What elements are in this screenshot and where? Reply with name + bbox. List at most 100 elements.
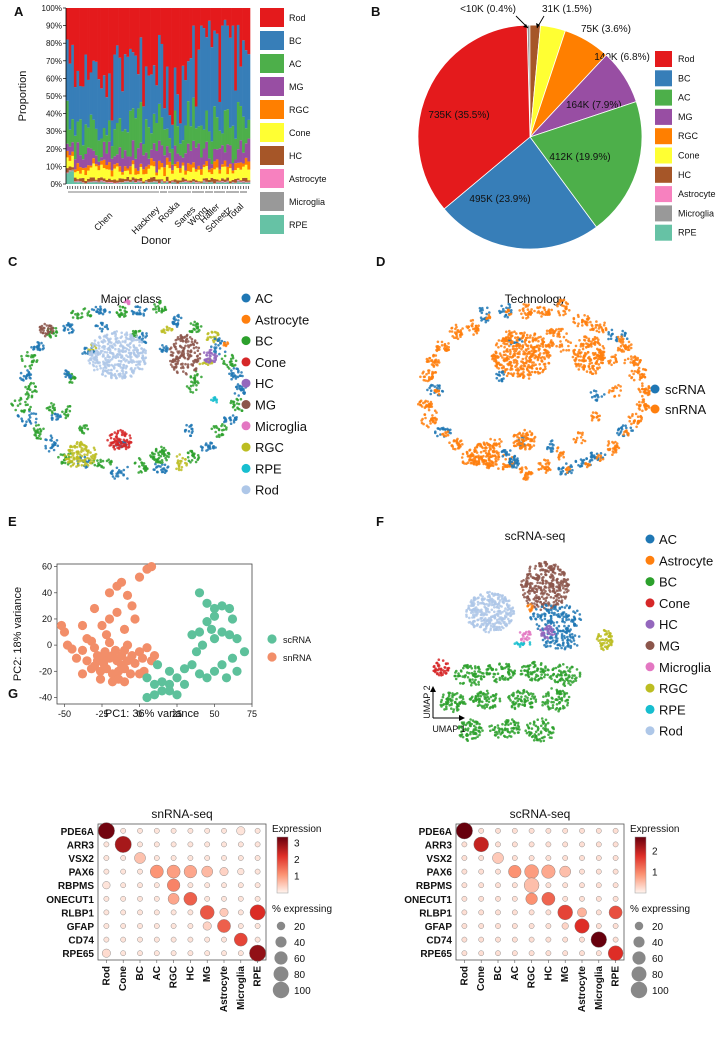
bar-segment-hc [160, 179, 164, 181]
bar-segment-mg [226, 144, 230, 167]
umap-cluster-point [154, 305, 157, 309]
scatter-point-scrna [232, 634, 242, 644]
legend-label: Astrocyte [255, 312, 309, 327]
umap-point [588, 359, 592, 363]
bar-segment-rod [100, 8, 104, 89]
umap-point [547, 361, 550, 365]
umap-point [614, 338, 618, 342]
umap-cluster-rpe [215, 400, 218, 404]
scatter-point-scrna [142, 673, 152, 683]
bar-segment-mg [155, 150, 159, 173]
bar-segment-rgc [139, 163, 143, 167]
umap-cluster-point [123, 309, 127, 313]
bar-segment-rgc [202, 164, 206, 168]
scatter-point-snrna [146, 562, 157, 572]
bar-segment-astrocyte [136, 180, 140, 182]
umap-cluster-point [218, 347, 222, 350]
umap-cluster-mg [195, 346, 198, 349]
bar-segment-mg [171, 164, 175, 171]
umap-cluster-rod [133, 360, 136, 364]
bar-segment-bc [136, 74, 140, 109]
bar-segment-rgc [87, 165, 90, 171]
bar-segment-bc [223, 19, 227, 111]
umap-cluster-microglia [123, 300, 126, 304]
bar-segment-rgc [197, 165, 201, 170]
umap-cluster-point [27, 385, 31, 389]
legend-label: Cone [678, 151, 700, 161]
umap-point [639, 375, 642, 379]
umap-cluster-point [161, 467, 165, 471]
legend-dot-rod [241, 485, 251, 495]
umap-point [583, 354, 586, 357]
umap-point [598, 351, 601, 354]
umap-cluster-rod [125, 358, 128, 362]
umap-point [611, 453, 614, 457]
umap-point [427, 408, 431, 412]
umap-point [486, 443, 490, 447]
umap-cluster-point [96, 308, 100, 311]
bar-segment-cone [89, 167, 93, 178]
umap-cluster-cone [120, 445, 123, 449]
umap-cluster-cone [119, 441, 123, 444]
umap-point [461, 327, 464, 330]
umap-cluster-mg [189, 344, 192, 347]
umap-cluster-point [63, 326, 67, 330]
bar-segment-rgc [144, 166, 148, 174]
bar-segment-microglia [192, 181, 196, 183]
umap-cluster-rod [132, 351, 136, 355]
umap-cluster-point [197, 456, 201, 459]
bar-segment-cone [129, 174, 133, 180]
bar-segment-bc [210, 47, 214, 142]
bar-segment-ac [84, 124, 88, 155]
umap-point [544, 367, 547, 371]
bar-segment-ac [66, 100, 69, 144]
umap-cluster-rod [124, 339, 127, 343]
umap-cluster-rod [94, 349, 98, 352]
bar-segment-ac [168, 138, 172, 153]
panel-a-stacked-bar-chart: 0%10%20%30%40%50%60%70%80%90%100%Proport… [17, 4, 327, 247]
umap-point [426, 400, 430, 403]
umap-point [532, 361, 535, 364]
umap-point [521, 357, 525, 361]
bar-segment-rpe [97, 183, 101, 184]
bar-segment-bc [68, 63, 72, 130]
bar-segment-mg [231, 162, 235, 171]
umap-cluster-point [138, 306, 142, 309]
umap-cluster-rod [91, 346, 94, 349]
umap-point [500, 304, 503, 308]
umap-cluster-cone [115, 440, 119, 443]
legend-dot-bc [241, 336, 251, 346]
bar-segment-microglia [139, 181, 143, 184]
bar-segment-rgc [131, 160, 135, 165]
bar-segment-cone [110, 176, 114, 181]
bar-segment-microglia [242, 181, 246, 184]
umap-cluster-rod [107, 368, 110, 372]
umap-point [542, 352, 546, 355]
umap-cluster-mg [171, 351, 175, 355]
bar-segment-bc [73, 87, 77, 136]
bar-segment-ac [147, 127, 151, 159]
umap-cluster-cone [122, 438, 126, 442]
umap-cluster-point [234, 359, 238, 363]
umap-cluster-point [201, 362, 204, 365]
umap-point [502, 350, 506, 354]
bar-segment-bc [129, 48, 133, 111]
umap-cluster-rod [138, 344, 141, 347]
panel-label-d: D [376, 254, 385, 269]
umap-cluster-point [176, 461, 179, 465]
umap-point [525, 333, 529, 337]
umap-point [505, 350, 508, 353]
umap-point [497, 453, 500, 457]
umap-cluster-point [187, 430, 191, 433]
umap-cluster-point [31, 390, 34, 394]
umap-cluster-rod [125, 371, 128, 375]
umap-cluster-cone [110, 433, 114, 436]
umap-cluster-rod [94, 354, 98, 358]
umap-point [438, 345, 441, 349]
umap-point [461, 452, 465, 456]
umap-cluster-point [160, 307, 164, 311]
bar-segment-ac [81, 145, 85, 160]
bar-segment-cone [184, 174, 188, 180]
umap-point [480, 311, 484, 315]
umap-cluster-point [190, 450, 194, 453]
